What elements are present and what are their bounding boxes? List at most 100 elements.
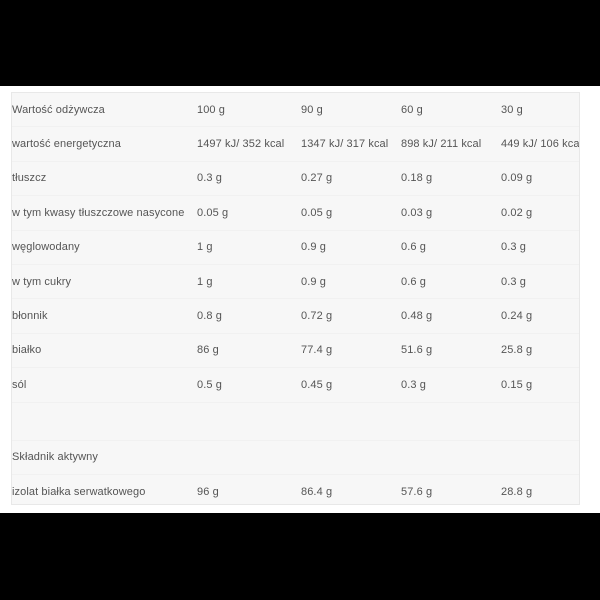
row-value-4-cell: 0.3 g [501, 264, 579, 300]
table-row: białko 86 g 77.4 g 51.6 g 25.8 g [12, 333, 579, 369]
spacer-value-1-cell [197, 402, 301, 441]
row-value-3-cell: 0.3 g [401, 367, 501, 403]
table-row: tłuszcz 0.3 g 0.27 g 0.18 g 0.09 g [12, 161, 579, 197]
row-value-4-text: 25.8 g [501, 344, 533, 357]
table-row: w tym cukry 1 g 0.9 g 0.6 g 0.3 g [12, 264, 579, 300]
row-label-text: w tym cukry [12, 275, 72, 288]
row-value-1-text: 1 g [197, 275, 213, 288]
row-value-1-cell: 86 g [197, 333, 301, 369]
row-label-cell: białko [12, 333, 197, 369]
row-value-1-cell: 1 g [197, 264, 301, 300]
row-label-text: białko [12, 344, 42, 357]
row-value-1-text: 1 g [197, 241, 213, 254]
header-serving-4-cell: 30 g [501, 93, 579, 128]
row-value-1-text: 0.3 g [197, 172, 222, 185]
row-value-1-text: 1497 kJ/ 352 kcal [197, 138, 285, 151]
row-value-4-cell: 28.8 g [501, 474, 579, 504]
row-value-3-cell: 0.03 g [401, 195, 501, 231]
row-value-2-cell: 0.05 g [301, 195, 401, 231]
row-value-2-cell: 0.9 g [301, 264, 401, 300]
section-label-text: Składnik aktywny [12, 451, 98, 464]
row-value-2-cell: 77.4 g [301, 333, 401, 369]
row-value-3-cell: 0.6 g [401, 230, 501, 265]
row-value-3-cell: 57.6 g [401, 474, 501, 504]
row-label-text: błonnik [12, 310, 48, 323]
row-value-2-cell: 0.9 g [301, 230, 401, 265]
row-value-3-cell: 0.18 g [401, 161, 501, 197]
row-value-4-text: 0.02 g [501, 206, 533, 219]
table-row: wartość energetyczna 1497 kJ/ 352 kcal 1… [12, 126, 579, 162]
row-value-2-text: 0.45 g [301, 378, 333, 391]
row-value-4-text: 0.15 g [501, 378, 533, 391]
row-label-cell: sól [12, 367, 197, 403]
row-value-1-cell: 0.3 g [197, 161, 301, 197]
row-value-3-text: 0.03 g [401, 206, 433, 219]
row-value-3-text: 0.3 g [401, 378, 426, 391]
row-value-1-cell: 1 g [197, 230, 301, 265]
table-header-row: Wartość odżywcza 100 g 90 g 60 g 30 g [12, 93, 579, 128]
row-value-1-text: 0.8 g [197, 310, 222, 323]
table-spacer-row [12, 402, 579, 441]
row-value-3-text: 57.6 g [401, 485, 433, 498]
row-value-3-text: 0.48 g [401, 310, 433, 323]
row-label-cell: w tym cukry [12, 264, 197, 300]
row-value-2-text: 0.72 g [301, 310, 333, 323]
row-value-4-text: 0.3 g [501, 241, 526, 254]
row-value-2-text: 77.4 g [301, 344, 333, 357]
row-value-4-text: 0.3 g [501, 275, 526, 288]
row-value-4-text: 0.24 g [501, 310, 533, 323]
row-label-text: wartość energetyczna [12, 138, 121, 151]
row-value-4-cell: 0.15 g [501, 367, 579, 403]
row-value-2-cell: 1347 kJ/ 317 kcal [301, 126, 401, 162]
row-value-4-cell: 0.24 g [501, 298, 579, 334]
header-serving-3-cell: 60 g [401, 93, 501, 128]
row-value-2-text: 86.4 g [301, 485, 333, 498]
row-label-cell: w tym kwasy tłuszczowe nasycone [12, 195, 197, 231]
row-value-2-text: 1347 kJ/ 317 kcal [301, 138, 389, 151]
table-row: w tym kwasy tłuszczowe nasycone 0.05 g 0… [12, 195, 579, 231]
row-value-2-text: 0.9 g [301, 275, 326, 288]
row-value-2-cell: 0.72 g [301, 298, 401, 334]
section-value-3-cell [401, 440, 501, 475]
table-row: węglowodany 1 g 0.9 g 0.6 g 0.3 g [12, 230, 579, 265]
row-label-cell: węglowodany [12, 230, 197, 265]
row-value-3-cell: 0.48 g [401, 298, 501, 334]
row-value-1-text: 96 g [197, 485, 219, 498]
row-value-3-text: 898 kJ/ 211 kcal [401, 138, 482, 151]
row-value-3-text: 51.6 g [401, 344, 433, 357]
row-value-4-text: 28.8 g [501, 485, 533, 498]
row-label-text: węglowodany [12, 241, 80, 254]
row-value-1-cell: 96 g [197, 474, 301, 504]
row-value-3-cell: 0.6 g [401, 264, 501, 300]
section-value-1-cell [197, 440, 301, 475]
row-value-2-text: 0.9 g [301, 241, 326, 254]
row-value-3-cell: 898 kJ/ 211 kcal [401, 126, 501, 162]
header-serving-1-text: 100 g [197, 103, 226, 116]
row-label-text: w tym kwasy tłuszczowe nasycone [12, 206, 185, 219]
nutrition-table: Wartość odżywcza 100 g 90 g 60 g 30 g wa… [12, 93, 579, 504]
row-value-1-text: 0.5 g [197, 378, 222, 391]
table-row: sól 0.5 g 0.45 g 0.3 g 0.15 g [12, 367, 579, 403]
row-label-cell: błonnik [12, 298, 197, 334]
row-label-text: izolat białka serwatkowego [12, 485, 146, 498]
row-value-1-text: 0.05 g [197, 206, 229, 219]
table-row: błonnik 0.8 g 0.72 g 0.48 g 0.24 g [12, 298, 579, 334]
row-value-2-cell: 0.45 g [301, 367, 401, 403]
row-value-4-cell: 25.8 g [501, 333, 579, 369]
header-label-text: Wartość odżywcza [12, 103, 105, 116]
spacer-value-2-cell [301, 402, 401, 441]
row-value-2-text: 0.05 g [301, 206, 333, 219]
spacer-value-3-cell [401, 402, 501, 441]
row-value-2-text: 0.27 g [301, 172, 333, 185]
header-serving-2-text: 90 g [301, 103, 323, 116]
row-value-1-cell: 1497 kJ/ 352 kcal [197, 126, 301, 162]
row-value-4-cell: 449 kJ/ 106 kcal [501, 126, 579, 162]
spacer-value-4-cell [501, 402, 579, 441]
row-label-cell: tłuszcz [12, 161, 197, 197]
section-label-cell: Składnik aktywny [12, 440, 197, 475]
active-ingredient-section-row: Składnik aktywny [12, 440, 579, 475]
header-serving-4-text: 30 g [501, 103, 523, 116]
row-value-1-cell: 0.5 g [197, 367, 301, 403]
row-value-1-text: 86 g [197, 344, 219, 357]
